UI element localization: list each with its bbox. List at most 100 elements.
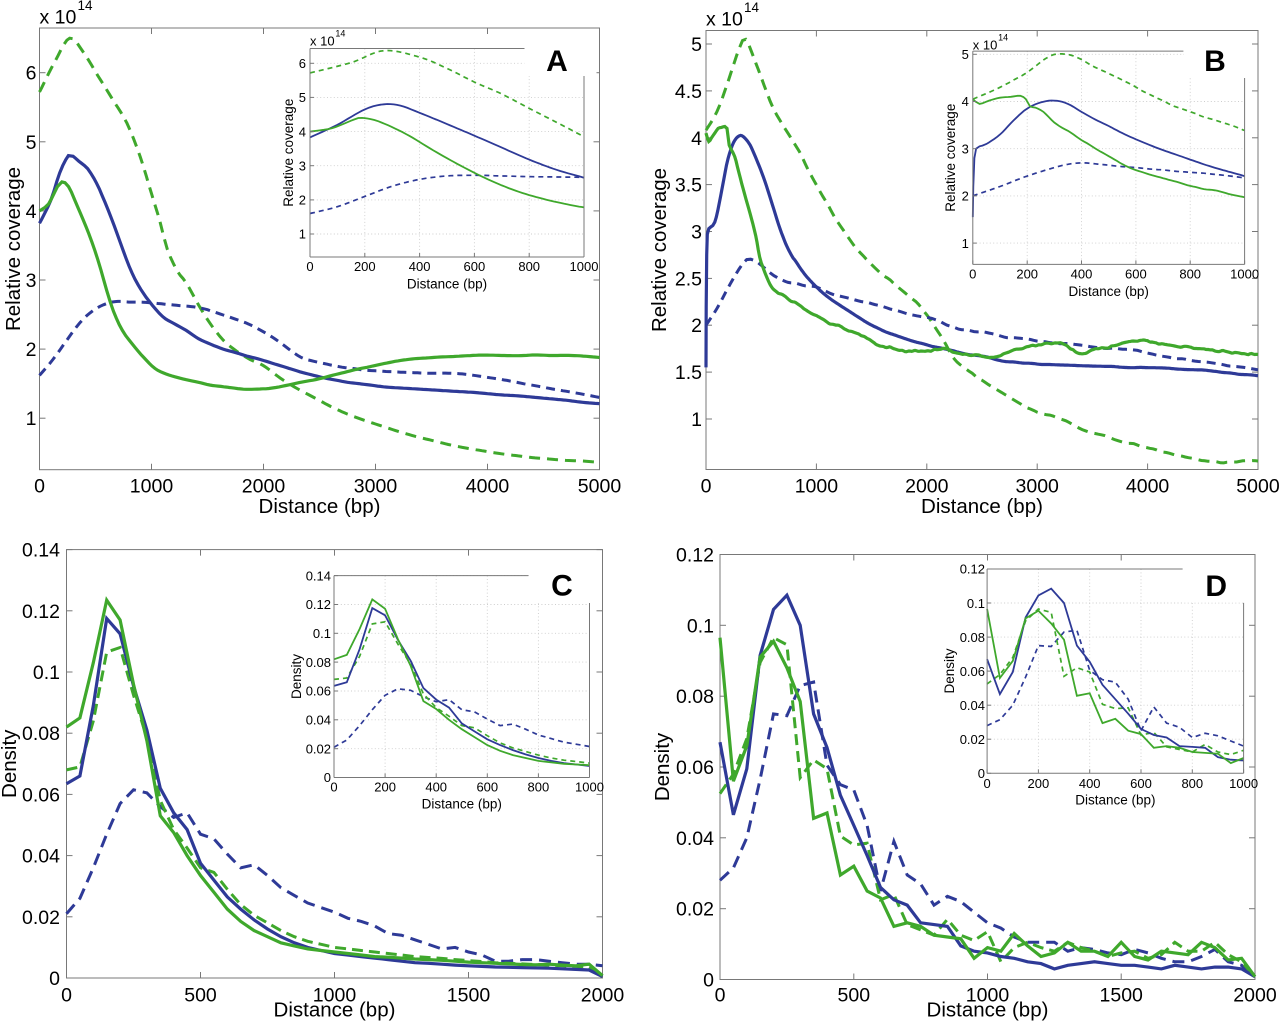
svg-text:0.04: 0.04 (306, 713, 331, 728)
svg-text:0.04: 0.04 (676, 828, 714, 850)
svg-text:2000: 2000 (581, 985, 625, 1007)
svg-text:0.1: 0.1 (967, 596, 985, 611)
svg-text:Density: Density (0, 729, 21, 798)
svg-text:500: 500 (838, 985, 871, 1007)
svg-text:0: 0 (703, 970, 714, 992)
svg-text:1000: 1000 (130, 476, 174, 498)
svg-text:Distance (bp): Distance (bp) (1075, 793, 1155, 808)
svg-text:800: 800 (518, 259, 540, 274)
svg-text:800: 800 (1181, 776, 1203, 791)
svg-text:0.08: 0.08 (676, 686, 714, 708)
svg-text:5000: 5000 (1236, 476, 1280, 498)
svg-text:0: 0 (306, 259, 313, 274)
svg-text:Distance (bp): Distance (bp) (927, 999, 1049, 1022)
svg-text:0: 0 (324, 770, 331, 785)
svg-text:4: 4 (691, 128, 702, 150)
svg-text:0.12: 0.12 (960, 562, 985, 577)
svg-text:Relative coverage: Relative coverage (943, 104, 958, 212)
svg-text:400: 400 (425, 780, 447, 795)
svg-text:Distance (bp): Distance (bp) (407, 277, 487, 292)
svg-text:0: 0 (61, 985, 72, 1007)
svg-text:0.14: 0.14 (306, 568, 331, 583)
svg-text:2: 2 (962, 189, 969, 204)
svg-text:0: 0 (49, 968, 60, 990)
svg-text:0.06: 0.06 (960, 664, 985, 679)
svg-text:2: 2 (26, 339, 37, 361)
svg-text:14: 14 (744, 0, 760, 15)
svg-text:3000: 3000 (1016, 476, 1060, 498)
svg-text:200: 200 (1028, 776, 1050, 791)
svg-text:0.08: 0.08 (306, 655, 331, 670)
svg-text:6: 6 (26, 63, 37, 85)
svg-text:1000: 1000 (1230, 267, 1259, 282)
svg-text:14: 14 (335, 28, 345, 38)
svg-text:500: 500 (184, 985, 217, 1007)
svg-text:0: 0 (983, 776, 990, 791)
svg-text:14: 14 (998, 33, 1008, 43)
svg-text:4000: 4000 (1126, 476, 1170, 498)
svg-text:x 10: x 10 (40, 6, 77, 28)
svg-text:600: 600 (1130, 776, 1152, 791)
svg-text:x 10: x 10 (706, 9, 743, 31)
svg-text:2000: 2000 (242, 476, 286, 498)
svg-text:1500: 1500 (1100, 985, 1144, 1007)
svg-text:2: 2 (691, 315, 702, 337)
svg-text:5: 5 (299, 90, 306, 105)
svg-text:2.5: 2.5 (675, 268, 702, 290)
svg-text:0.06: 0.06 (22, 784, 60, 806)
svg-text:0.02: 0.02 (960, 732, 985, 747)
svg-text:1000: 1000 (966, 985, 1010, 1007)
svg-text:Relative coverage: Relative coverage (2, 167, 25, 331)
svg-text:5: 5 (962, 47, 969, 62)
svg-text:3: 3 (962, 141, 969, 156)
svg-text:200: 200 (374, 780, 396, 795)
svg-text:1.5: 1.5 (675, 362, 702, 384)
svg-text:Distance (bp): Distance (bp) (422, 797, 502, 812)
svg-text:0.08: 0.08 (960, 630, 985, 645)
svg-text:1: 1 (26, 408, 37, 430)
svg-text:D: D (1205, 570, 1227, 603)
svg-text:3.5: 3.5 (675, 175, 702, 197)
svg-text:200: 200 (354, 259, 376, 274)
svg-text:400: 400 (1071, 267, 1093, 282)
svg-text:400: 400 (409, 259, 431, 274)
svg-text:1: 1 (691, 409, 702, 431)
svg-text:3000: 3000 (354, 476, 398, 498)
svg-text:A: A (546, 45, 568, 78)
svg-text:14: 14 (78, 0, 94, 13)
svg-text:0.02: 0.02 (22, 907, 60, 929)
svg-text:1: 1 (962, 236, 969, 251)
svg-text:Distance (bp): Distance (bp) (921, 495, 1043, 518)
svg-text:0.1: 0.1 (33, 662, 60, 684)
svg-text:0.1: 0.1 (687, 615, 714, 637)
svg-text:0.12: 0.12 (676, 545, 714, 567)
svg-text:4: 4 (26, 201, 37, 223)
svg-text:2000: 2000 (1233, 985, 1277, 1007)
svg-text:0.12: 0.12 (306, 597, 331, 612)
svg-text:0.04: 0.04 (960, 698, 985, 713)
svg-text:Distance (bp): Distance (bp) (259, 495, 381, 518)
svg-text:Density: Density (651, 732, 674, 801)
svg-text:1: 1 (299, 227, 306, 242)
svg-text:3: 3 (299, 158, 306, 173)
svg-text:0: 0 (969, 267, 976, 282)
svg-text:0.12: 0.12 (22, 601, 60, 623)
svg-text:0: 0 (34, 476, 45, 498)
svg-text:0.04: 0.04 (22, 846, 60, 868)
svg-text:0.06: 0.06 (676, 757, 714, 779)
svg-text:4: 4 (962, 94, 969, 109)
svg-text:Distance (bp): Distance (bp) (274, 999, 396, 1022)
svg-text:0: 0 (701, 476, 712, 498)
svg-text:1500: 1500 (447, 985, 491, 1007)
svg-text:800: 800 (528, 780, 550, 795)
svg-text:800: 800 (1179, 267, 1201, 282)
svg-text:4.5: 4.5 (675, 81, 702, 103)
svg-text:4000: 4000 (466, 476, 510, 498)
svg-text:5: 5 (26, 132, 37, 154)
svg-text:C: C (551, 570, 573, 603)
svg-text:x 10: x 10 (973, 38, 998, 53)
svg-text:0.1: 0.1 (313, 626, 331, 641)
svg-text:1000: 1000 (1229, 776, 1258, 791)
svg-text:x 10: x 10 (310, 33, 335, 48)
svg-text:3: 3 (26, 270, 37, 292)
